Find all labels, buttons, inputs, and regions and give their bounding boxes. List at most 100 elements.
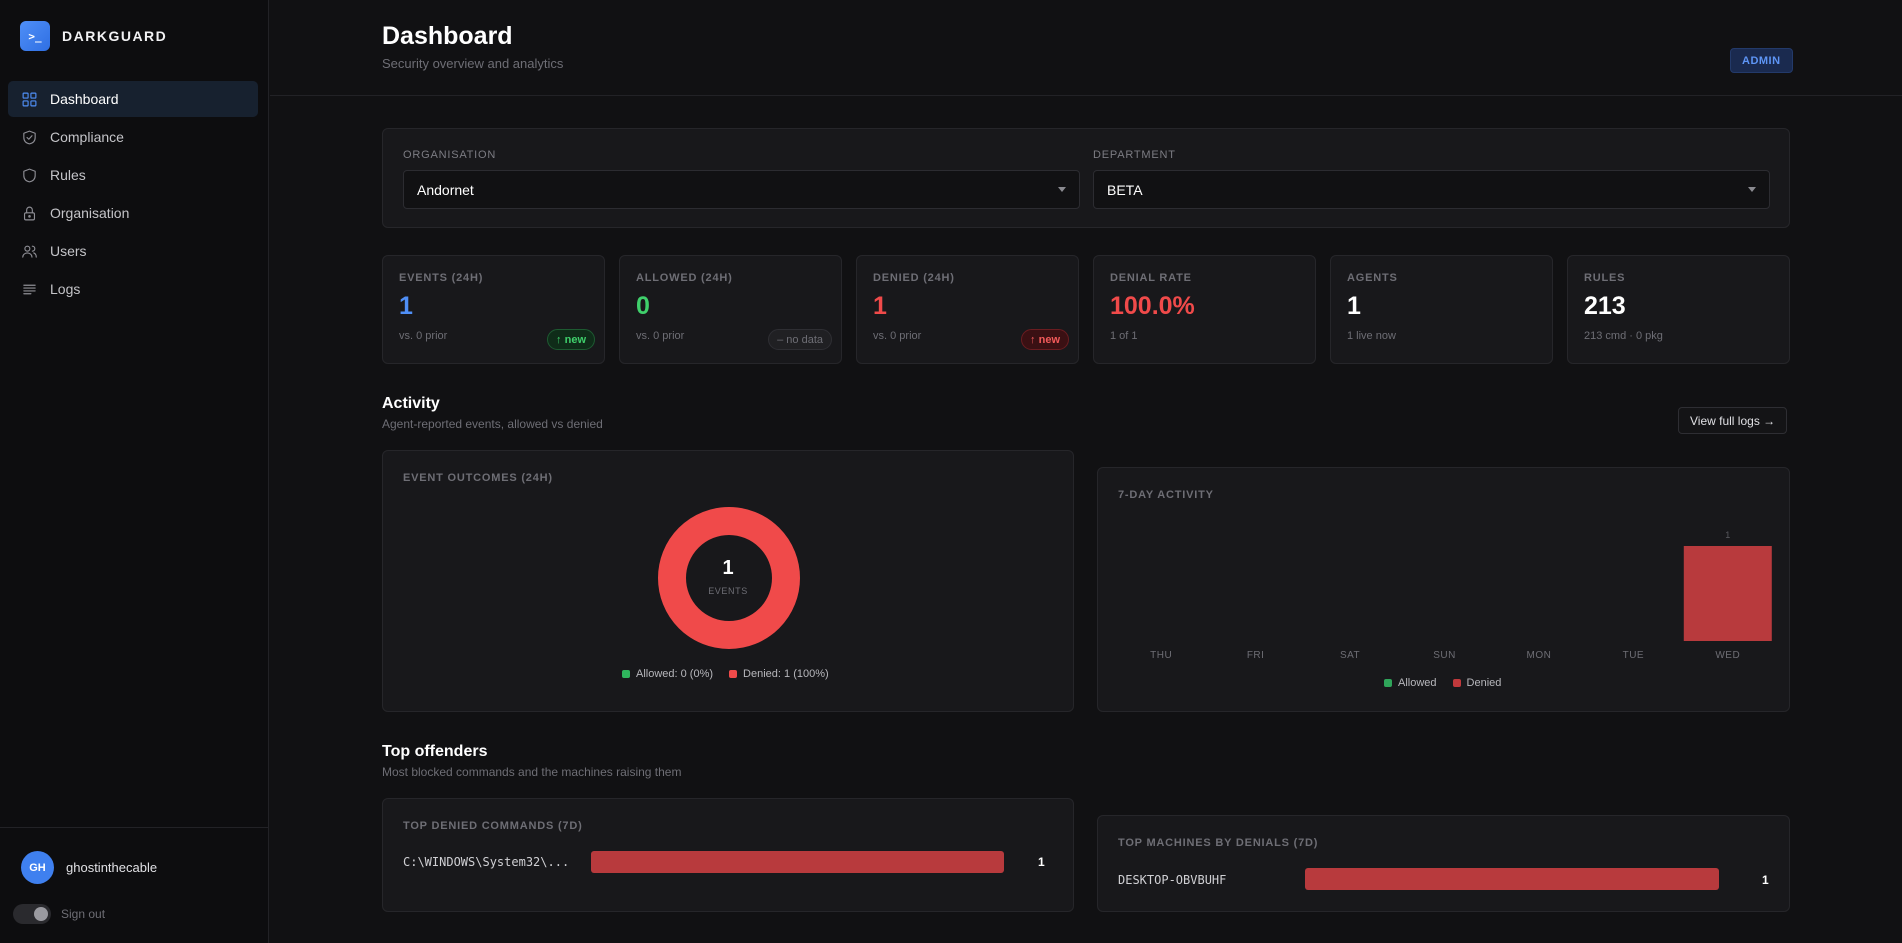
stat-value: 0 <box>636 292 650 320</box>
stat-sub: vs. 0 prior <box>399 330 448 342</box>
legend-allowed: Allowed: 0 (0%) <box>622 668 713 680</box>
command-count: 1 <box>1038 855 1045 869</box>
sidebar-item-users[interactable]: Users <box>8 233 258 269</box>
brand-name: DARKGUARD <box>62 28 168 44</box>
stat-card-events: EVENTS (24H) 1 vs. 0 prior ↑ new <box>382 255 605 364</box>
bar-chart: THU FRI SAT SUN MON TUE 1 WED <box>1150 530 1772 661</box>
stat-value: 213 <box>1584 292 1626 320</box>
event-outcomes-card: EVENT OUTCOMES (24H) 1 EVENTS Allowed: 0… <box>382 450 1074 712</box>
theme-toggle[interactable] <box>13 904 51 924</box>
weekly-activity-card: 7-DAY ACTIVITY THU FRI SAT SUN MON TUE 1 WED Al… <box>1097 467 1790 712</box>
department-select[interactable]: BETA <box>1093 170 1770 209</box>
command-name: C:\WINDOWS\System32\... <box>403 855 570 869</box>
signout-link[interactable]: Sign out <box>61 907 106 921</box>
sidebar-item-dashboard[interactable]: Dashboard <box>8 81 258 117</box>
bar-data-label: 1 <box>1725 530 1730 540</box>
chevron-down-icon <box>1748 187 1756 192</box>
x-tick-label: SUN <box>1433 650 1456 661</box>
stat-value: 1 <box>873 292 887 320</box>
legend-allowed: Allowed <box>1384 677 1437 689</box>
stat-sub: vs. 0 prior <box>636 330 685 342</box>
page-title: Dashboard <box>382 22 513 50</box>
x-tick-label: TUE <box>1623 650 1645 661</box>
chart-title: 7-DAY ACTIVITY <box>1118 489 1214 501</box>
status-badge: ↑ new <box>1021 329 1069 350</box>
signout-row: Sign out <box>13 904 105 924</box>
sidebar-item-label: Users <box>50 243 87 259</box>
avatar: GH <box>21 851 54 884</box>
bar-denied-wed <box>1683 546 1772 641</box>
x-tick-label: WED <box>1715 650 1740 661</box>
department-value: BETA <box>1107 181 1143 198</box>
organisation-select[interactable]: Andornet <box>403 170 1080 209</box>
department-filter: DEPARTMENT BETA <box>1093 149 1770 209</box>
donut-total-label: EVENTS <box>708 586 748 596</box>
stat-value: 1 <box>1347 292 1361 320</box>
sidebar-item-label: Compliance <box>50 129 124 145</box>
donut-total: 1 <box>722 557 734 579</box>
username: ghostinthecable <box>66 860 158 875</box>
role-badge: ADMIN <box>1730 48 1793 73</box>
stat-card-allowed: ALLOWED (24H) 0 vs. 0 prior – no data <box>619 255 842 364</box>
stat-label: DENIAL RATE <box>1110 272 1192 284</box>
stat-value: 100.0% <box>1110 292 1195 320</box>
donut-legend: Allowed: 0 (0%) Denied: 1 (100%) <box>622 668 829 680</box>
stat-sub: 1 live now <box>1347 330 1396 342</box>
stat-label: EVENTS (24H) <box>399 272 484 284</box>
stat-sub: 1 of 1 <box>1110 330 1138 342</box>
offenders-subtitle: Most blocked commands and the machines r… <box>382 765 682 779</box>
sidebar-item-compliance[interactable]: Compliance <box>8 119 258 155</box>
organisation-label: ORGANISATION <box>403 149 497 161</box>
donut-slice-denied <box>658 507 800 649</box>
chart-title: EVENT OUTCOMES (24H) <box>403 472 553 484</box>
filters-panel: ORGANISATION Andornet DEPARTMENT BETA <box>382 128 1790 228</box>
bar-legend: Allowed Denied <box>1384 677 1501 689</box>
page-subtitle: Security overview and analytics <box>382 56 564 71</box>
machine-name: DESKTOP-OBVBUHF <box>1118 873 1227 887</box>
sidebar-nav: Dashboard Compliance Rules Organisation … <box>8 81 258 309</box>
view-full-logs-button[interactable]: View full logs → <box>1678 407 1788 434</box>
x-tick-label: SAT <box>1340 650 1360 661</box>
top-commands-card: TOP DENIED COMMANDS (7D) C:\WINDOWS\Syst… <box>382 798 1074 912</box>
grid-icon <box>20 90 38 108</box>
legend-denied: Denied <box>1452 677 1502 689</box>
legend-denied-label: Denied: 1 (100%) <box>743 668 829 680</box>
sidebar-item-label: Rules <box>50 167 86 183</box>
x-tick-label: THU <box>1150 650 1172 661</box>
offenders-title: Top offenders <box>382 743 488 760</box>
legend-denied-label: Denied <box>1466 677 1502 689</box>
sidebar-item-label: Logs <box>50 281 81 297</box>
stat-label: ALLOWED (24H) <box>636 272 733 284</box>
department-label: DEPARTMENT <box>1093 149 1176 161</box>
sidebar-item-label: Organisation <box>50 205 130 221</box>
x-tick-label: MON <box>1527 650 1552 661</box>
stat-card-denied: DENIED (24H) 1 vs. 0 prior ↑ new <box>856 255 1079 364</box>
chevron-down-icon <box>1058 187 1066 192</box>
stat-sub: vs. 0 prior <box>873 330 922 342</box>
sidebar: >_ DARKGUARD Dashboard Compliance Rules <box>0 0 269 943</box>
stat-card-agents: AGENTS 1 1 live now <box>1330 255 1553 364</box>
sidebar-footer: GH ghostinthecable Sign out <box>0 827 269 924</box>
sidebar-item-organisation[interactable]: Organisation <box>8 195 258 231</box>
chart-title: TOP MACHINES BY DENIALS (7D) <box>1118 837 1319 849</box>
sidebar-item-rules[interactable]: Rules <box>8 157 258 193</box>
machine-count: 1 <box>1762 873 1769 887</box>
sidebar-item-logs[interactable]: Logs <box>8 271 258 307</box>
legend-allowed-swatch <box>622 670 630 678</box>
status-badge: – no data <box>768 329 832 350</box>
legend-denied: Denied: 1 (100%) <box>729 668 829 680</box>
stat-sub: 213 cmd · 0 pkg <box>1584 330 1663 342</box>
legend-allowed-label: Allowed: 0 (0%) <box>636 668 714 680</box>
stat-card-rules: RULES 213 213 cmd · 0 pkg <box>1567 255 1790 364</box>
user-profile[interactable]: GH ghostinthecable <box>21 851 157 884</box>
command-count-bar <box>591 851 1004 873</box>
x-tick-label: FRI <box>1247 650 1265 661</box>
legend-denied-swatch <box>1452 679 1461 687</box>
brand[interactable]: >_ DARKGUARD <box>20 21 167 51</box>
organisation-filter: ORGANISATION Andornet <box>403 149 1080 209</box>
legend-allowed-label: Allowed <box>1398 677 1437 689</box>
chart-title: TOP DENIED COMMANDS (7D) <box>403 820 583 832</box>
stat-value: 1 <box>399 292 413 320</box>
stat-label: AGENTS <box>1347 272 1398 284</box>
top-machines-card: TOP MACHINES BY DENIALS (7D) DESKTOP-OBV… <box>1097 815 1790 912</box>
